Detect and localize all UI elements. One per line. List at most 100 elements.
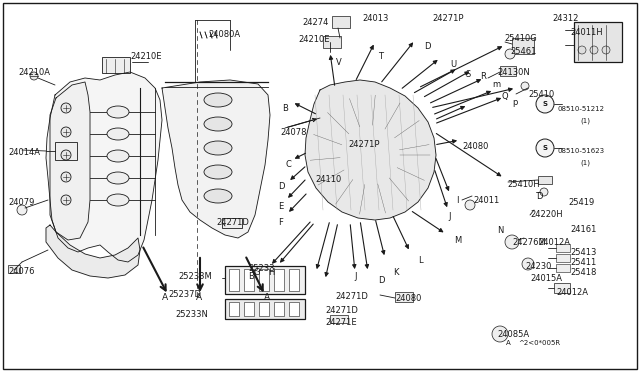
Polygon shape <box>50 82 90 240</box>
Text: M: M <box>454 236 461 245</box>
Ellipse shape <box>204 165 232 179</box>
Text: 24220H: 24220H <box>530 210 563 219</box>
Text: Q: Q <box>502 92 509 101</box>
Text: 24210A: 24210A <box>18 68 50 77</box>
Bar <box>330 315 348 323</box>
Circle shape <box>505 49 515 59</box>
Polygon shape <box>305 80 436 220</box>
Ellipse shape <box>107 106 129 118</box>
Text: 25410: 25410 <box>528 90 554 99</box>
Text: G: G <box>253 268 259 277</box>
Bar <box>259 302 269 316</box>
Text: S: S <box>543 101 547 107</box>
Bar <box>55 142 77 160</box>
Text: m: m <box>492 80 500 89</box>
Text: A: A <box>196 293 202 302</box>
Text: S: S <box>543 145 547 151</box>
Circle shape <box>578 46 586 54</box>
Text: D: D <box>424 42 431 51</box>
Text: J: J <box>354 272 356 281</box>
Polygon shape <box>46 225 140 278</box>
Text: 24130N: 24130N <box>497 68 530 77</box>
Text: 08510-51212: 08510-51212 <box>558 106 605 112</box>
Bar <box>556 254 570 262</box>
Circle shape <box>61 103 71 113</box>
Text: I: I <box>456 196 458 205</box>
Text: D: D <box>378 276 385 285</box>
Ellipse shape <box>107 194 129 206</box>
Text: D: D <box>278 182 285 191</box>
Text: B: B <box>248 272 254 281</box>
Ellipse shape <box>204 189 232 203</box>
Text: U: U <box>450 60 456 69</box>
Bar <box>274 269 284 291</box>
Text: 24085A: 24085A <box>497 330 529 339</box>
Text: 24161: 24161 <box>570 225 596 234</box>
Circle shape <box>465 200 475 210</box>
Text: 24210E: 24210E <box>298 35 330 44</box>
Bar <box>229 302 239 316</box>
Text: 24078: 24078 <box>280 128 307 137</box>
Text: V: V <box>336 58 342 67</box>
Circle shape <box>61 195 71 205</box>
Bar <box>229 269 239 291</box>
Bar <box>323 36 341 48</box>
Text: D: D <box>536 192 543 201</box>
Text: 08510-51623: 08510-51623 <box>558 148 605 154</box>
Text: 24271D: 24271D <box>216 218 249 227</box>
Text: 25418: 25418 <box>570 268 596 277</box>
Text: 24276M: 24276M <box>512 238 546 247</box>
Bar <box>102 57 130 73</box>
Text: 24230: 24230 <box>525 262 552 271</box>
Text: H: H <box>268 268 275 277</box>
Text: 25233M: 25233M <box>178 272 212 281</box>
Text: 24012A: 24012A <box>538 238 570 247</box>
Bar <box>554 283 570 293</box>
Text: p: p <box>512 98 517 107</box>
Bar <box>574 22 622 62</box>
Text: 25461: 25461 <box>510 47 536 56</box>
Text: C: C <box>285 160 291 169</box>
Circle shape <box>522 258 534 270</box>
Text: 24271P: 24271P <box>348 140 380 149</box>
Text: B: B <box>282 104 288 113</box>
Text: 24080A: 24080A <box>208 30 240 39</box>
Text: (1): (1) <box>580 118 590 125</box>
Text: A: A <box>264 293 270 302</box>
Bar <box>512 38 534 54</box>
Circle shape <box>505 235 519 249</box>
Text: (1): (1) <box>580 160 590 167</box>
Text: 25411: 25411 <box>570 258 596 267</box>
Circle shape <box>61 150 71 160</box>
Text: 25237D: 25237D <box>168 290 201 299</box>
Text: 24210E: 24210E <box>130 52 161 61</box>
Text: L: L <box>418 256 422 265</box>
Circle shape <box>61 172 71 182</box>
Circle shape <box>30 72 38 80</box>
Text: A: A <box>506 340 511 346</box>
Circle shape <box>521 82 529 90</box>
Circle shape <box>17 205 27 215</box>
Ellipse shape <box>107 172 129 184</box>
Text: 24013: 24013 <box>362 14 388 23</box>
Text: T: T <box>378 52 383 61</box>
Text: R: R <box>480 72 486 81</box>
Ellipse shape <box>204 117 232 131</box>
Ellipse shape <box>204 93 232 107</box>
Text: ^2<0*005R: ^2<0*005R <box>518 340 560 346</box>
Text: 25410H: 25410H <box>507 180 540 189</box>
Text: N: N <box>497 226 504 235</box>
Text: 24274: 24274 <box>302 18 328 27</box>
Bar <box>244 302 254 316</box>
Text: 25233N: 25233N <box>175 310 208 319</box>
Text: 24076: 24076 <box>8 267 35 276</box>
FancyBboxPatch shape <box>225 299 305 319</box>
Text: 24271D: 24271D <box>325 306 358 315</box>
Bar <box>8 265 20 273</box>
Ellipse shape <box>107 128 129 140</box>
Polygon shape <box>46 72 162 262</box>
Text: 24011H: 24011H <box>570 28 603 37</box>
Text: 25410G: 25410G <box>504 34 537 43</box>
Bar <box>556 244 570 252</box>
Bar <box>332 16 350 28</box>
